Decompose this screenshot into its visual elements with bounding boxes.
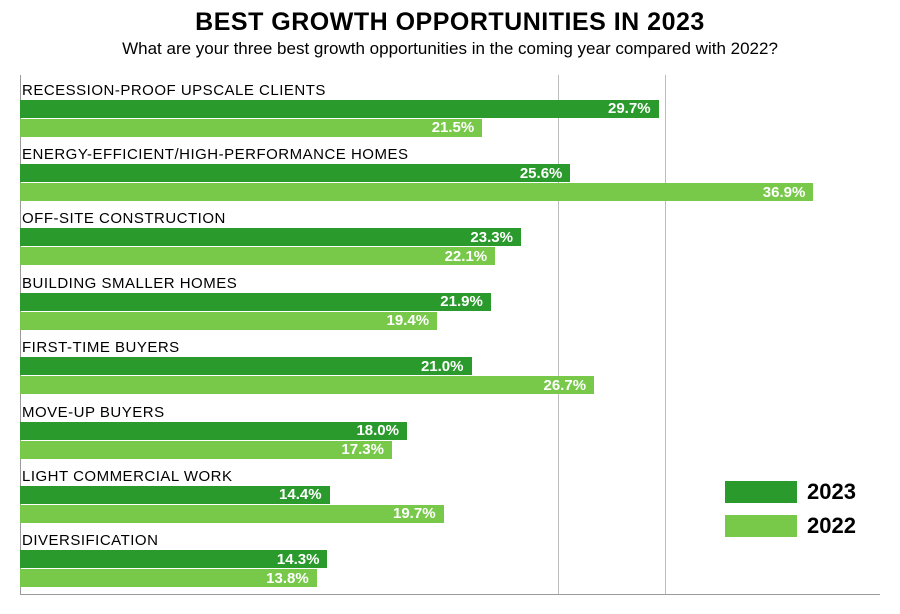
category-label: OFF-SITE CONSTRUCTION bbox=[22, 210, 880, 227]
bar-value-label: 21.9% bbox=[440, 293, 483, 310]
bar-v2023: 29.7% bbox=[20, 100, 659, 118]
bar-v2023: 23.3% bbox=[20, 228, 521, 246]
bar-group: OFF-SITE CONSTRUCTION 23.3% 22.1% bbox=[20, 210, 880, 265]
bar-group: BUILDING SMALLER HOMES21.9% 19.4% bbox=[20, 275, 880, 330]
bar-v2023: 14.4% bbox=[20, 486, 330, 504]
bar-row: 21.0% bbox=[20, 357, 880, 375]
bar-row: 22.1% bbox=[20, 247, 880, 265]
bar-group: MOVE-UP BUYERS18.0% 17.3% bbox=[20, 404, 880, 459]
bar-row: 25.6% bbox=[20, 164, 880, 182]
bar-v2023: 21.0% bbox=[20, 357, 472, 375]
bar-v2022: 17.3% bbox=[20, 441, 392, 459]
bar-v2022: 19.7% bbox=[20, 505, 444, 523]
bar-value-label: 36.9% bbox=[763, 184, 806, 201]
chart: RECESSION-PROOF UPSCALE CLIENTS29.7% 21.5… bbox=[20, 75, 880, 595]
bar-v2022: 22.1% bbox=[20, 247, 495, 265]
legend-label-2022: 2022 bbox=[807, 513, 856, 539]
bar-value-label: 21.5% bbox=[432, 119, 475, 136]
bar-group: DIVERSIFICATION14.3%13.8% bbox=[20, 532, 880, 587]
bar-value-label: 29.7% bbox=[608, 100, 651, 117]
category-label: ENERGY-EFFICIENT/HIGH-PERFORMANCE HOMES bbox=[22, 146, 880, 163]
bar-row: 21.9% bbox=[20, 293, 880, 311]
category-label: FIRST-TIME BUYERS bbox=[22, 339, 880, 356]
bar-group: ENERGY-EFFICIENT/HIGH-PERFORMANCE HOMES 2… bbox=[20, 146, 880, 201]
bar-v2022: 36.9% bbox=[20, 183, 813, 201]
bar-row: 29.7% bbox=[20, 100, 880, 118]
chart-subtitle: What are your three best growth opportun… bbox=[20, 39, 880, 59]
bar-value-label: 19.7% bbox=[393, 505, 436, 522]
chart-title: BEST GROWTH OPPORTUNITIES IN 2023 bbox=[20, 8, 880, 37]
bar-value-label: 21.0% bbox=[421, 358, 464, 375]
legend-label-2023: 2023 bbox=[807, 479, 856, 505]
bar-group: RECESSION-PROOF UPSCALE CLIENTS29.7% 21.5… bbox=[20, 82, 880, 137]
bar-row: 21.5% bbox=[20, 119, 880, 137]
bar-row: 18.0% bbox=[20, 422, 880, 440]
bar-group: FIRST-TIME BUYERS 21.0% 26.7% bbox=[20, 339, 880, 394]
category-label: RECESSION-PROOF UPSCALE CLIENTS bbox=[22, 82, 880, 99]
bar-value-label: 17.3% bbox=[341, 441, 384, 458]
bar-row: 17.3% bbox=[20, 441, 880, 459]
bar-value-label: 26.7% bbox=[544, 377, 587, 394]
bar-row: 13.8% bbox=[20, 569, 880, 587]
bar-value-label: 23.3% bbox=[470, 229, 513, 246]
legend-item-2022: 2022 bbox=[725, 513, 856, 539]
category-label: BUILDING SMALLER HOMES bbox=[22, 275, 880, 292]
bar-v2022: 21.5% bbox=[20, 119, 482, 137]
bar-value-label: 22.1% bbox=[445, 248, 488, 265]
bar-value-label: 14.4% bbox=[279, 486, 322, 503]
bar-value-label: 18.0% bbox=[356, 422, 399, 439]
bar-v2022: 26.7% bbox=[20, 376, 594, 394]
bar-v2023: 21.9% bbox=[20, 293, 491, 311]
legend-item-2023: 2023 bbox=[725, 479, 856, 505]
bar-v2022: 13.8% bbox=[20, 569, 317, 587]
bar-value-label: 13.8% bbox=[266, 570, 309, 587]
bar-v2023: 25.6% bbox=[20, 164, 570, 182]
bar-v2022: 19.4% bbox=[20, 312, 437, 330]
legend: 2023 2022 bbox=[725, 479, 856, 539]
bar-row: 19.4% bbox=[20, 312, 880, 330]
bar-value-label: 14.3% bbox=[277, 551, 320, 568]
bar-row: 36.9% bbox=[20, 183, 880, 201]
legend-swatch-2022 bbox=[725, 515, 797, 537]
bar-row: 26.7% bbox=[20, 376, 880, 394]
bar-v2023: 14.3% bbox=[20, 550, 327, 568]
bar-value-label: 19.4% bbox=[387, 312, 430, 329]
bar-v2023: 18.0% bbox=[20, 422, 407, 440]
bar-value-label: 25.6% bbox=[520, 165, 563, 182]
bar-row: 23.3% bbox=[20, 228, 880, 246]
category-label: MOVE-UP BUYERS bbox=[22, 404, 880, 421]
bar-row: 14.3% bbox=[20, 550, 880, 568]
legend-swatch-2023 bbox=[725, 481, 797, 503]
